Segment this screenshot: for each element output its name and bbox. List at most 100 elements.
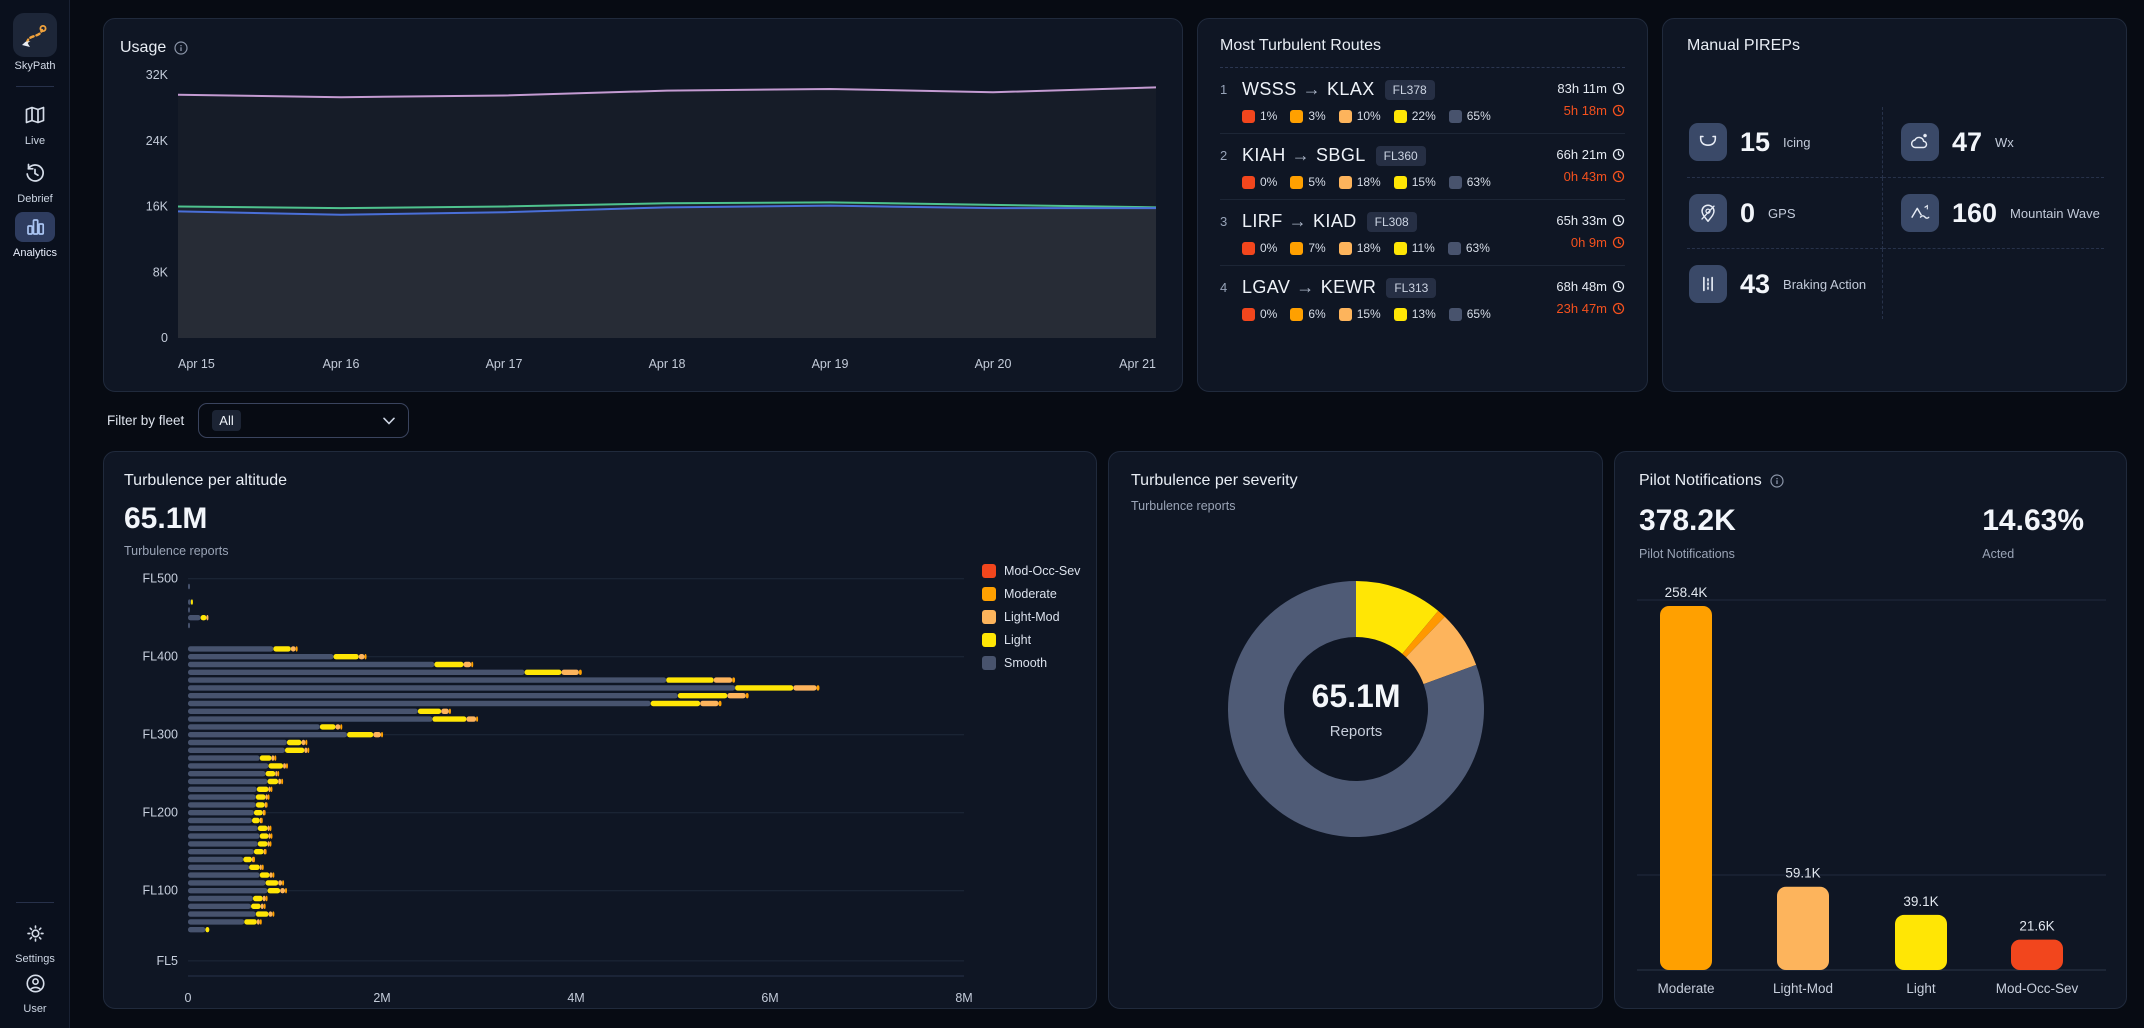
legend-label: Light [1004, 633, 1031, 647]
skypath-logo[interactable] [13, 13, 57, 57]
altitude-bar-segment [249, 865, 260, 870]
pilot-notifications-card: Pilot Notifications 378.2K Pilot Notific… [1614, 451, 2127, 1009]
severity-swatch [1339, 110, 1352, 123]
sidebar-item-debrief[interactable]: Debrief [0, 158, 70, 205]
flight-time: 83h 11m [1557, 81, 1625, 96]
route-index: 1 [1220, 82, 1232, 97]
route-item[interactable]: 3LIRF→KIADFL3080%7%18%11%63%65h 33m0h 9m [1220, 199, 1625, 265]
altitude-bar-segment [719, 701, 722, 706]
altitude-bar-segment [188, 740, 287, 745]
pirep-count: 47 [1952, 127, 1982, 158]
notif-bar-mod-occ-sev [2011, 940, 2063, 970]
altitude-bar-segment [264, 904, 266, 909]
flight-time-value: 68h 48m [1556, 279, 1607, 294]
severity-percent: 18% [1339, 241, 1381, 255]
altitude-bar-segment [365, 654, 367, 659]
altitude-bar-segment [188, 716, 432, 721]
notif-bar-light [1895, 915, 1947, 970]
bar-category-label: Mod-Occ-Sev [1996, 981, 2079, 996]
bar-value-label: 39.1K [1903, 894, 1938, 909]
flight-level-chip: FL308 [1367, 212, 1417, 232]
gps-icon [1697, 202, 1719, 224]
flight-level-chip: FL313 [1386, 278, 1436, 298]
altitude-bar-segment [254, 849, 264, 854]
altitude-bar-segment [188, 670, 525, 675]
history-icon [15, 158, 55, 188]
altitude-bar-segment [188, 857, 243, 862]
route-item[interactable]: 1WSSS→KLAXFL3781%3%10%22%65%83h 11m5h 18… [1220, 68, 1625, 133]
legend-item: Light-Mod [982, 610, 1080, 624]
altitude-bar-segment [278, 779, 281, 784]
x-tick: 0 [185, 991, 192, 1005]
route-times: 65h 33m0h 9m [1556, 211, 1625, 255]
altitude-bar-segment [732, 677, 735, 682]
altitude-bar-segment [278, 880, 282, 885]
sidebar-item-live[interactable]: Live [0, 100, 70, 147]
pirep-icon-tile [1689, 123, 1727, 161]
braking-action-icon [1697, 273, 1719, 295]
notif-bar-moderate [1660, 606, 1712, 970]
sidebar-item-analytics[interactable]: Analytics [0, 212, 70, 259]
notifications-bar-chart: 258.4KModerate59.1KLight-Mod39.1KLight21… [1631, 572, 2112, 1000]
altitude-bar-segment [283, 763, 286, 768]
pirep-count: 0 [1740, 198, 1755, 229]
altitude-bar-segment [265, 849, 267, 854]
altitude-bar-segment [188, 646, 273, 651]
severity-percent-value: 0% [1260, 175, 1277, 189]
fl-label: FL400 [143, 650, 178, 664]
pireps-row: 0GPS160Mountain Wave [1687, 178, 2104, 249]
x-tick: Apr 20 [975, 357, 1012, 371]
altitude-bar-segment [269, 841, 271, 846]
altitude-bar-segment [188, 607, 190, 612]
altitude-bar-segment [266, 896, 268, 901]
altitude-bar-segment [735, 685, 793, 690]
severity-percent-value: 18% [1357, 241, 1381, 255]
route-codes: KIAH→SBGL [1242, 145, 1366, 166]
route-item[interactable]: 2KIAH→SBGLFL3600%5%18%15%63%66h 21m0h 43… [1220, 133, 1625, 199]
severity-percent: 1% [1242, 109, 1277, 123]
altitude-bar-segment [272, 911, 274, 916]
severity-swatch [1449, 308, 1462, 321]
most-turbulent-routes-card: Most Turbulent Routes 1WSSS→KLAXFL3781%3… [1197, 18, 1648, 392]
altitude-bar-segment [268, 888, 281, 893]
severity-percent: 0% [1242, 241, 1277, 255]
altitude-bar-segment [347, 732, 373, 737]
sidebar-item-user[interactable]: User [0, 968, 70, 1015]
x-tick: 8M [955, 991, 972, 1005]
flight-level-chip: FL378 [1385, 80, 1435, 100]
altitude-bar-segment [268, 826, 270, 831]
legend-swatch [982, 633, 996, 647]
altitude-bar-segment [188, 748, 285, 753]
info-icon[interactable] [1770, 474, 1784, 488]
route-item[interactable]: 4LGAV→KEWRFL3130%6%15%13%65%68h 48m23h 4… [1220, 265, 1625, 331]
altitude-bar-segment [449, 709, 451, 714]
clock-icon [1612, 280, 1625, 293]
sidebar-item-settings[interactable]: Settings [0, 918, 70, 965]
bar-category-label: Light [1906, 981, 1936, 996]
legend-label: Light-Mod [1004, 610, 1060, 624]
altitude-bar-segment [254, 810, 263, 815]
usage-line-chart: 08K16K24K32KApr 15Apr 16Apr 17Apr 18Apr … [120, 57, 1168, 379]
severity-percent: 11% [1394, 241, 1435, 255]
altitude-bar-segment [253, 857, 255, 862]
altitude-bar-segment [434, 662, 463, 667]
altitude-bar-segment [188, 841, 258, 846]
x-tick: 2M [373, 991, 390, 1005]
altitude-bar-segment [746, 693, 749, 698]
fleet-filter-select[interactable]: All [198, 403, 409, 438]
severity-swatch [1290, 110, 1303, 123]
altitude-bar-segment [261, 904, 264, 909]
info-icon[interactable] [174, 41, 188, 55]
altitude-bar-segment [269, 826, 271, 831]
severity-percent-value: 18% [1357, 175, 1381, 189]
altitude-bar-segment [256, 911, 269, 916]
altitude-bar-segment [188, 763, 269, 768]
altitude-bar-segment [188, 787, 257, 792]
sidebar-item-label: Live [25, 135, 45, 147]
gear-icon [15, 918, 55, 948]
x-tick: Apr 15 [178, 357, 215, 371]
altitude-bar-segment [258, 841, 268, 846]
route-info: 1WSSS→KLAXFL3781%3%10%22%65% [1220, 79, 1491, 123]
altitude-bar-segment [188, 693, 678, 698]
legend-item: Moderate [982, 587, 1080, 601]
